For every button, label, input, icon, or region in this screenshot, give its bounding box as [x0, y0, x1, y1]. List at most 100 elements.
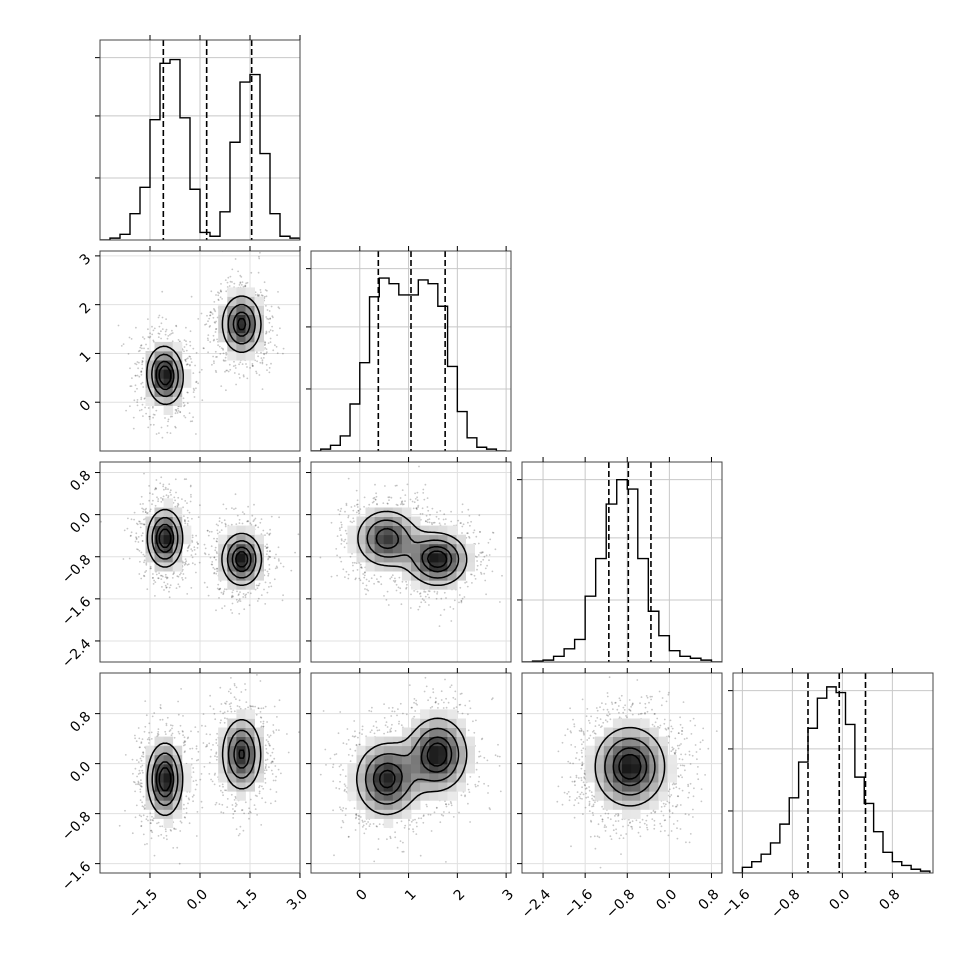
hist2d-bin: [236, 351, 246, 361]
scatter-point: [197, 382, 200, 385]
scatter-point: [157, 728, 160, 730]
scatter-point: [662, 802, 665, 805]
scatter-point: [174, 478, 177, 481]
scatter-point: [432, 688, 434, 690]
scatter-point: [576, 752, 578, 754]
scatter-point: [347, 754, 350, 756]
scatter-point: [208, 326, 211, 328]
scatter-point: [644, 712, 646, 714]
hist2d-bin: [631, 782, 641, 792]
scatter-point: [269, 341, 272, 343]
scatter-point: [480, 560, 482, 563]
scatter-point: [336, 554, 338, 557]
scatter-point: [573, 804, 576, 807]
scatter-point: [353, 720, 356, 722]
scatter-point: [140, 825, 143, 828]
scatter-point: [580, 791, 583, 794]
scatter-point: [234, 367, 237, 369]
scatter-point: [676, 795, 679, 798]
scatter-point: [368, 709, 371, 712]
scatter-point: [663, 805, 666, 808]
hist2d-bin: [365, 534, 375, 545]
scatter-point: [222, 592, 225, 594]
scatter-point: [609, 835, 612, 838]
scatter-point: [588, 803, 591, 805]
scatter-point: [136, 399, 139, 401]
scatter-point: [298, 731, 300, 733]
scatter-point: [267, 558, 269, 561]
scatter-point: [226, 369, 229, 372]
scatter-point: [421, 507, 424, 510]
scatter-point: [322, 710, 325, 712]
contour-level-0: [146, 295, 262, 406]
scatter-point: [617, 815, 619, 817]
scatter-point: [417, 504, 420, 507]
hist2d-bin: [438, 571, 448, 581]
scatter-point: [164, 576, 167, 578]
scatter-point: [449, 606, 452, 608]
scatter-point: [268, 550, 271, 553]
panel-inner: [311, 673, 511, 873]
scatter-point: [325, 764, 327, 766]
scatter-point: [401, 500, 404, 503]
scatter-point: [166, 431, 169, 434]
hist2d-bin: [356, 791, 366, 801]
scatter-point: [653, 725, 656, 728]
scatter-point: [152, 340, 155, 343]
scatter-point: [679, 828, 682, 830]
scatter-point: [367, 589, 370, 592]
scatter-point: [390, 715, 393, 717]
scatter-point: [171, 340, 174, 343]
hist2d-bin: [236, 287, 246, 297]
scatter-point: [581, 798, 583, 800]
hist2d-bin: [392, 552, 403, 563]
scatter-point: [426, 506, 429, 508]
scatter-point: [265, 348, 268, 350]
scatter-point: [224, 356, 227, 359]
scatter-point: [386, 726, 389, 728]
scatter-point: [715, 730, 718, 732]
scatter-point: [136, 759, 138, 761]
scatter-point: [160, 330, 162, 333]
scatter-point: [269, 754, 272, 757]
scatter-point: [144, 725, 147, 728]
scatter-point: [220, 290, 223, 293]
scatter-point: [606, 720, 609, 723]
scatter-point: [218, 517, 221, 519]
scatter-point: [399, 587, 402, 590]
scatter-point: [347, 739, 350, 741]
scatter-point: [206, 337, 209, 340]
scatter-point: [134, 384, 137, 387]
scatter-point: [141, 755, 143, 757]
scatter-point: [681, 776, 683, 779]
scatter-point: [222, 785, 224, 788]
scatter-point: [142, 523, 145, 526]
scatter-point: [269, 550, 271, 552]
hist2d-bin: [631, 809, 641, 819]
scatter-point: [177, 410, 180, 412]
scatter-point: [235, 828, 238, 830]
scatter-point: [609, 718, 612, 721]
scatter-point: [217, 583, 220, 586]
scatter-point: [124, 809, 126, 812]
scatter-point: [156, 732, 159, 735]
hist2d-bin: [401, 809, 412, 819]
scatter-point: [694, 724, 696, 727]
scatter-point: [264, 289, 267, 291]
scatter-point: [374, 498, 377, 501]
scatter-point: [499, 790, 502, 793]
scatter-point: [486, 564, 488, 567]
scatter-point: [258, 584, 260, 587]
scatter-point: [605, 826, 608, 828]
scatter-point: [213, 774, 216, 776]
hist2d-bin: [254, 727, 264, 737]
scatter-point: [596, 835, 599, 838]
scatter-point: [143, 555, 146, 557]
scatter-point: [457, 710, 459, 713]
scatter-point: [365, 578, 368, 581]
hist2d-bin: [383, 516, 394, 526]
scatter-point: [361, 728, 364, 731]
scatter-point: [567, 791, 570, 793]
scatter-point: [134, 816, 137, 819]
scatter-point: [182, 744, 185, 747]
